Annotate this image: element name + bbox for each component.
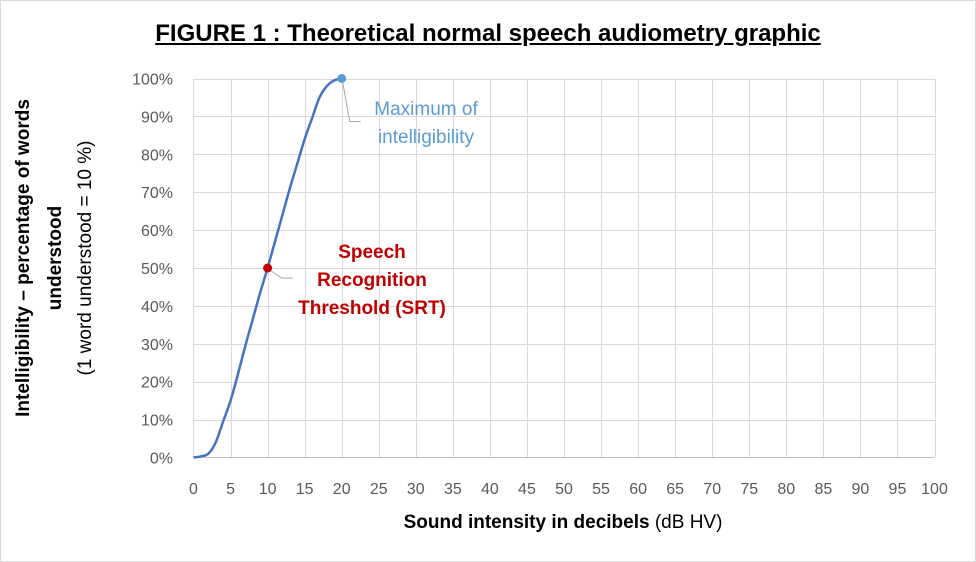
x-tick-label: 25 bbox=[370, 481, 388, 498]
x-tick-label: 100 bbox=[921, 481, 948, 498]
x-tick-label: 0 bbox=[189, 481, 198, 498]
x-tick-label: 55 bbox=[592, 481, 610, 498]
x-tick-label: 35 bbox=[444, 481, 462, 498]
x-tick-label: 5 bbox=[226, 481, 235, 498]
y-tick-label: 100% bbox=[132, 72, 173, 89]
x-tick-label: 10 bbox=[259, 481, 277, 498]
x-axis-title-bold: Sound intensity in decibels bbox=[404, 512, 655, 533]
x-tick-label: 95 bbox=[889, 481, 907, 498]
y-tick-label: 50% bbox=[141, 261, 173, 278]
x-tick-label: 85 bbox=[814, 481, 832, 498]
srt-label: Speech bbox=[338, 242, 406, 263]
srt-label: Recognition bbox=[317, 270, 427, 291]
y-axis-title-line: Intelligibility – percentage of words bbox=[13, 99, 34, 417]
x-tick-label: 20 bbox=[333, 481, 351, 498]
max-label: Maximum of bbox=[374, 99, 478, 120]
srt-leader-line bbox=[269, 269, 293, 279]
y-tick-label: 40% bbox=[141, 299, 173, 316]
x-tick-label: 40 bbox=[481, 481, 499, 498]
grid bbox=[193, 78, 936, 458]
x-tick-label: 30 bbox=[407, 481, 425, 498]
y-tick-label: 0% bbox=[150, 451, 173, 468]
axis-labels: 0 5 10 15 20 25 30 35 40 45 50 55 60 65 70 75 80 85 90 95 10… bbox=[13, 72, 948, 534]
y-tick-label: 60% bbox=[141, 223, 173, 240]
x-axis-title: Sound intensity in decibels (dB HV) bbox=[404, 512, 723, 533]
max-leader-line bbox=[342, 82, 361, 122]
chart-title: FIGURE 1 : Theoretical normal speech aud… bbox=[0, 20, 976, 48]
x-tick-label: 65 bbox=[666, 481, 684, 498]
x-tick-label: 45 bbox=[518, 481, 536, 498]
x-tick-label: 60 bbox=[629, 481, 647, 498]
y-tick-label: 30% bbox=[141, 337, 173, 354]
y-tick-label: 80% bbox=[141, 147, 173, 164]
y-tick-label: 90% bbox=[141, 109, 173, 126]
x-tick-label: 15 bbox=[296, 481, 314, 498]
x-tick-label: 80 bbox=[777, 481, 795, 498]
srt-label: Threshold (SRT) bbox=[298, 298, 446, 319]
x-tick-label: 75 bbox=[740, 481, 758, 498]
x-axis-title-unit: (dB HV) bbox=[655, 512, 723, 533]
chart-title-text: FIGURE 1 : Theoretical normal speech aud… bbox=[155, 20, 821, 47]
y-tick-label: 20% bbox=[141, 375, 173, 392]
x-tick-label: 90 bbox=[852, 481, 870, 498]
y-axis-title-line: understood bbox=[45, 206, 66, 311]
max-marker bbox=[337, 74, 347, 83]
y-tick-label: 70% bbox=[141, 185, 173, 202]
y-tick-label: 10% bbox=[141, 413, 173, 430]
x-tick-label: 70 bbox=[703, 481, 721, 498]
x-tick-label: 50 bbox=[555, 481, 573, 498]
max-label: intelligibility bbox=[378, 127, 475, 148]
axes bbox=[193, 78, 935, 458]
srt-marker bbox=[263, 263, 273, 273]
annotations: Speech Recognition Threshold (SRT) Maximum … bbox=[263, 74, 478, 319]
y-axis-title-line: (1 word understood = 10 %) bbox=[75, 141, 96, 376]
